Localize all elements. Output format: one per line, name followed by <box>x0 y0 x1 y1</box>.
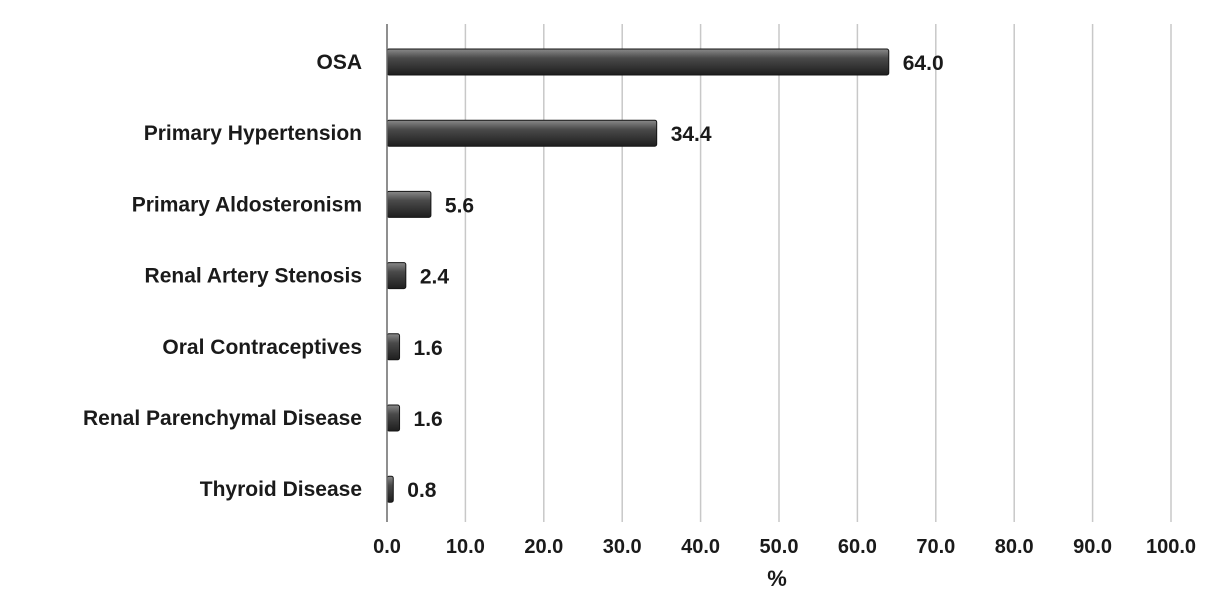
bar <box>386 190 432 218</box>
bar <box>386 333 401 361</box>
bar <box>386 404 401 432</box>
x-tick-label: 10.0 <box>446 536 485 558</box>
data-label: 34.4 <box>671 123 712 146</box>
bar <box>386 48 890 76</box>
category-label: OSA <box>316 51 362 74</box>
data-label: 0.8 <box>407 479 437 502</box>
category-labels: OSA Primary Hypertension Primary Aldostero… <box>83 51 362 501</box>
x-axis-title: % <box>767 566 787 591</box>
data-label: 1.6 <box>414 337 443 360</box>
x-tick-label: 80.0 <box>995 536 1034 558</box>
x-tick-labels: 0.0 10.0 20.0 30.0 40.0 50.0 60.0 70.0 80.0 90.0 1… <box>373 536 1196 558</box>
x-tick-label: 0.0 <box>373 536 401 558</box>
x-tick-label: 30.0 <box>603 536 642 558</box>
category-label: Oral Contraceptives <box>162 336 362 359</box>
bar <box>386 119 658 147</box>
x-tick-label: 50.0 <box>760 536 799 558</box>
category-label: Primary Hypertension <box>144 122 362 145</box>
x-tick-label: 40.0 <box>681 536 720 558</box>
category-label: Renal Artery Stenosis <box>145 265 362 288</box>
x-tick-label: 60.0 <box>838 536 877 558</box>
data-labels: 64.0 34.4 5.6 2.4 1.6 1.6 0.8 <box>407 52 943 502</box>
x-tick-label: 20.0 <box>524 536 563 558</box>
x-tick-label: 100.0 <box>1146 536 1196 558</box>
data-label: 64.0 <box>903 52 944 75</box>
bars <box>386 48 890 503</box>
x-tick-label: 70.0 <box>916 536 955 558</box>
bar <box>386 475 394 503</box>
category-label: Primary Aldosteronism <box>132 193 362 216</box>
bar <box>386 262 407 290</box>
category-label: Renal Parenchymal Disease <box>83 407 362 430</box>
data-label: 2.4 <box>420 266 450 289</box>
data-label: 5.6 <box>445 194 474 217</box>
category-label: Thyroid Disease <box>200 478 362 501</box>
gridlines <box>464 24 1172 522</box>
x-tick-label: 90.0 <box>1073 536 1112 558</box>
data-label: 1.6 <box>414 408 443 431</box>
